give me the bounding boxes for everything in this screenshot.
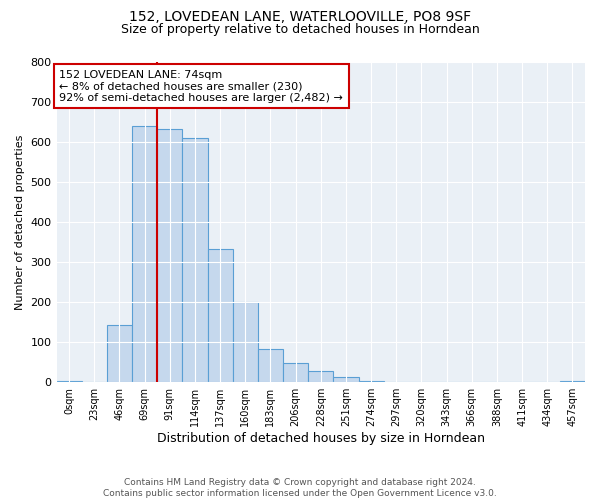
Bar bbox=[157, 129, 182, 382]
Text: 152 LOVEDEAN LANE: 74sqm
← 8% of detached houses are smaller (230)
92% of semi-d: 152 LOVEDEAN LANE: 74sqm ← 8% of detache… bbox=[59, 70, 343, 102]
Bar bbox=[233, 302, 258, 382]
Bar bbox=[560, 380, 585, 382]
Bar bbox=[334, 377, 359, 382]
Text: 152, LOVEDEAN LANE, WATERLOOVILLE, PO8 9SF: 152, LOVEDEAN LANE, WATERLOOVILLE, PO8 9… bbox=[129, 10, 471, 24]
Bar bbox=[258, 348, 283, 382]
Y-axis label: Number of detached properties: Number of detached properties bbox=[15, 134, 25, 310]
Bar bbox=[132, 126, 157, 382]
Text: Size of property relative to detached houses in Horndean: Size of property relative to detached ho… bbox=[121, 22, 479, 36]
Bar bbox=[308, 372, 334, 382]
Bar bbox=[283, 364, 308, 382]
Bar bbox=[107, 325, 132, 382]
Bar bbox=[208, 248, 233, 382]
Text: Contains HM Land Registry data © Crown copyright and database right 2024.
Contai: Contains HM Land Registry data © Crown c… bbox=[103, 478, 497, 498]
X-axis label: Distribution of detached houses by size in Horndean: Distribution of detached houses by size … bbox=[157, 432, 485, 445]
Bar bbox=[182, 138, 208, 382]
